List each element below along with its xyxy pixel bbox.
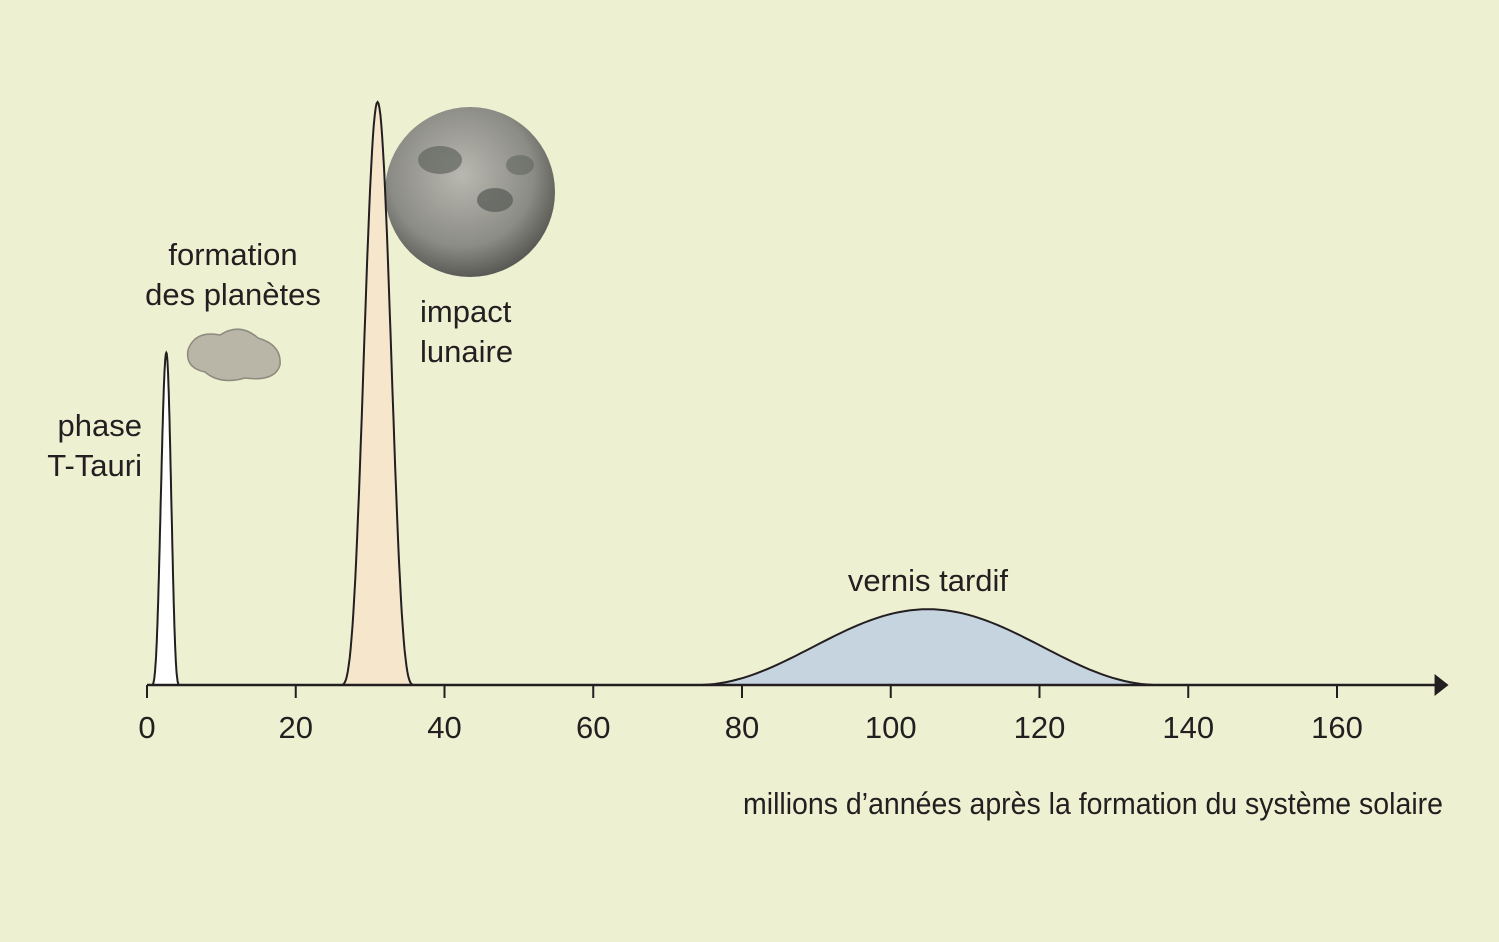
x-tick-label: 40 [427,710,461,745]
peak-area [340,100,415,686]
x-tick-label: 140 [1162,710,1214,745]
label: vernis tardif [848,563,1009,598]
label: T-Tauri [47,448,142,483]
x-tick-label: 60 [576,710,610,745]
axis-arrow [1434,674,1449,696]
x-axis-title: millions d’années après la formation du … [743,786,1443,821]
label: lunaire [420,334,513,369]
label: formation [168,237,297,272]
x-tick-label: 100 [865,710,917,745]
x-tick-label: 120 [1014,710,1066,745]
x-tick-label: 20 [279,710,313,745]
x-tick-label: 160 [1311,710,1363,745]
x-tick-label: 0 [138,710,155,745]
label: des planètes [145,277,321,312]
moon-image [385,107,555,277]
peak-area [151,350,180,686]
cloud-image [186,328,281,382]
x-tick-label: 80 [725,710,759,745]
label: phase [58,408,142,443]
label: impact [420,294,512,329]
peak-area [697,608,1159,686]
